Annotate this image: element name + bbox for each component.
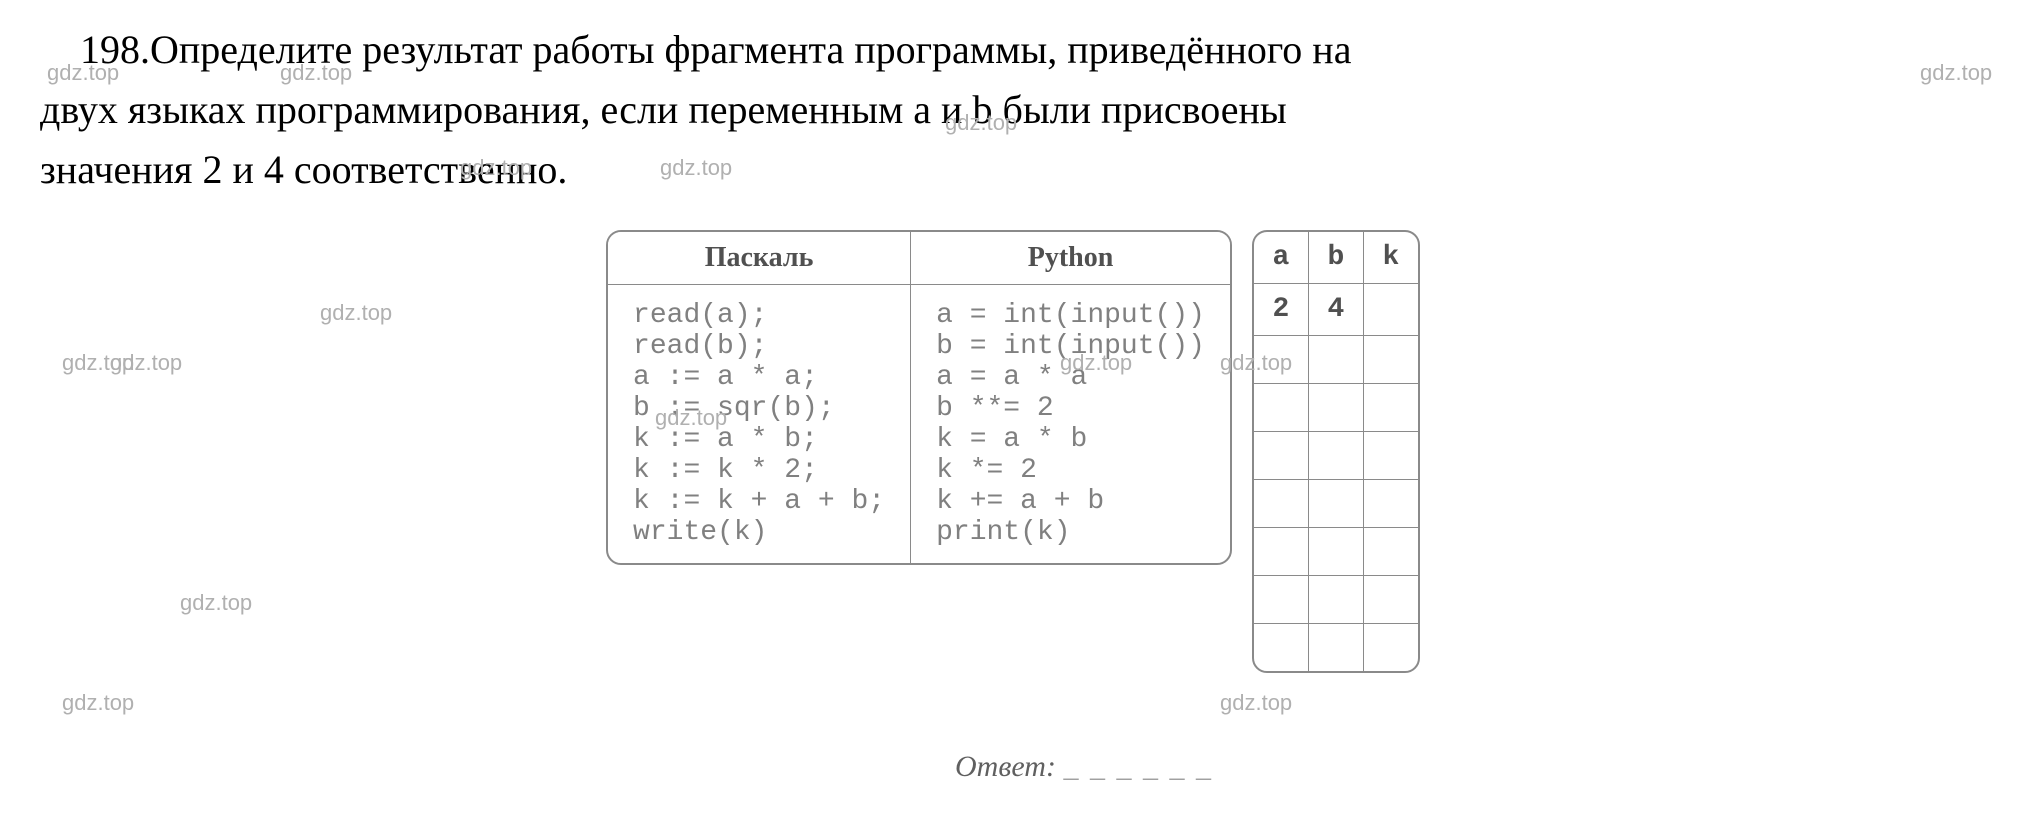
trace-cell — [1308, 528, 1363, 576]
question-number: 198. — [80, 27, 150, 72]
trace-cell — [1308, 576, 1363, 624]
trace-row — [1253, 528, 1418, 576]
code-table: Паскаль Python read(a); read(b); a := a … — [607, 231, 1231, 564]
code-table-wrap: Паскаль Python read(a); read(b); a := a … — [606, 230, 1232, 565]
code-header-python: Python — [911, 232, 1231, 285]
trace-cell — [1253, 528, 1308, 576]
trace-cell — [1308, 624, 1363, 672]
trace-cell — [1363, 624, 1418, 672]
trace-header-b: b — [1308, 232, 1363, 284]
trace-cell — [1363, 432, 1418, 480]
trace-cell — [1363, 284, 1418, 336]
trace-cell — [1363, 480, 1418, 528]
trace-cell — [1253, 624, 1308, 672]
trace-cell — [1363, 528, 1418, 576]
trace-cell — [1253, 432, 1308, 480]
trace-row — [1253, 384, 1418, 432]
code-header-pascal: Паскаль — [608, 232, 911, 285]
trace-cell — [1253, 384, 1308, 432]
question-text: 198.Определите результат работы фрагмент… — [40, 20, 1986, 200]
code-pascal: read(a); read(b); a := a * a; b := sqr(b… — [608, 285, 911, 564]
watermark: gdz.top — [1220, 690, 1292, 716]
question-line2: двух языках программирования, если перем… — [40, 87, 1287, 132]
trace-table-wrap: a b k 24 — [1252, 230, 1420, 673]
trace-cell — [1308, 384, 1363, 432]
answer-label: Ответ: — [955, 750, 1056, 783]
trace-row — [1253, 624, 1418, 672]
trace-row — [1253, 480, 1418, 528]
trace-header-a: a — [1253, 232, 1308, 284]
trace-cell — [1253, 576, 1308, 624]
trace-cell — [1363, 336, 1418, 384]
content-area: Паскаль Python read(a); read(b); a := a … — [40, 230, 1986, 673]
trace-row — [1253, 336, 1418, 384]
question-line3: значения 2 и 4 соответственно. — [40, 147, 567, 192]
code-python: a = int(input()) b = int(input()) a = a … — [911, 285, 1231, 564]
trace-cell — [1308, 432, 1363, 480]
trace-cell — [1308, 336, 1363, 384]
trace-cell — [1363, 384, 1418, 432]
trace-cell: 4 — [1308, 284, 1363, 336]
watermark: gdz.top — [62, 690, 134, 716]
trace-cell — [1308, 480, 1363, 528]
trace-cell — [1253, 480, 1308, 528]
trace-table: a b k 24 — [1253, 231, 1419, 672]
trace-cell — [1363, 576, 1418, 624]
trace-row — [1253, 576, 1418, 624]
question-line1: Определите результат работы фрагмента пр… — [150, 27, 1351, 72]
trace-cell: 2 — [1253, 284, 1308, 336]
trace-cell — [1253, 336, 1308, 384]
trace-row: 24 — [1253, 284, 1418, 336]
trace-row — [1253, 432, 1418, 480]
answer-line: Ответ: _ _ _ _ _ _ — [955, 750, 1213, 784]
trace-header-k: k — [1363, 232, 1418, 284]
answer-dots: _ _ _ _ _ _ — [1063, 750, 1213, 783]
